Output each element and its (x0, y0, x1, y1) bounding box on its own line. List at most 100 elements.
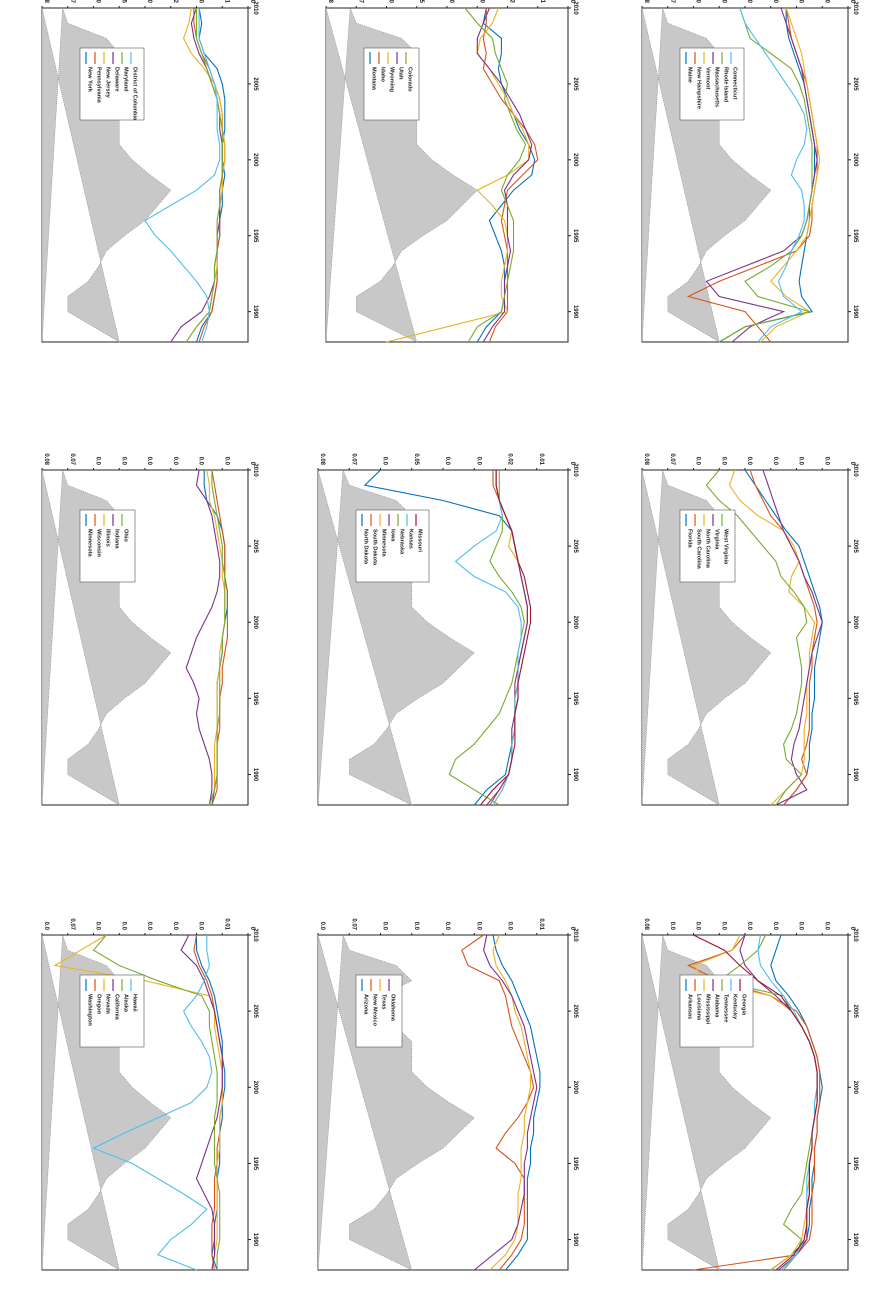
x-tick-label: 2005 (852, 539, 858, 553)
y-tick-label: 0.0 (198, 0, 204, 4)
x-tick-label: 1990 (572, 305, 578, 319)
y-tick-label: 0.0 (120, 922, 126, 931)
x-tick-label: 1995 (252, 1157, 258, 1171)
x-tick-label: 2000 (852, 153, 858, 167)
y-tick-label: 0.0 (413, 922, 419, 931)
y-tick-label: 0.0 (478, 0, 484, 4)
legend: Arizona New Mexico Texas Oklahoma (356, 975, 402, 1047)
legend-label: Illinois (105, 529, 111, 547)
y-tick-label: 0.0 (43, 922, 49, 931)
x-tick-label: 1995 (572, 229, 578, 243)
legend-label: Minnesota (381, 529, 387, 558)
legend-label: Nevada (105, 994, 111, 1015)
x-tick-label: 2005 (852, 1004, 858, 1018)
x-tick-label: 1990 (852, 305, 858, 319)
x-tick-label: 1995 (852, 229, 858, 243)
legend-label: New Mexico (372, 994, 378, 1027)
y-tick-label: 0.0 (475, 922, 481, 931)
x-tick-label: 2000 (572, 616, 578, 630)
x-tick-label: 1995 (252, 692, 258, 706)
y-tick-label: 0.0 (823, 0, 829, 4)
y-tick-label: 0.0 (223, 457, 229, 466)
legend-label: Tennessee (723, 994, 729, 1023)
x-tick-label: 2010 (252, 1, 258, 15)
y-tick-label: 0.0 (146, 457, 152, 466)
legend-label: Louisiana (696, 994, 702, 1021)
legend: Washington Oregon Nevada California Alaska Ha… (80, 975, 144, 1047)
y-tick-label: 0.0 (388, 0, 394, 4)
chart-panel: 00.010.020.00.00.050.00.070.081990199520… (318, 453, 578, 805)
legend-label: Vermont (705, 67, 711, 90)
x-tick-label: 2010 (252, 463, 258, 477)
y-tick-label: 0.0 (95, 457, 101, 466)
legend-label: Oregon (96, 994, 102, 1014)
legend-label: Pennsylvania (96, 67, 102, 104)
legend: Minnesota Wisconsin Illinois Indiana Ohio (80, 510, 135, 582)
chart-panel: 0 0.0 0.0 0.0 0.0 0.0 0.0 0.07 0.08 1990 1995 2000 2… (642, 453, 858, 805)
legend-label: District of Columbia (132, 67, 138, 121)
x-tick-label: 1990 (252, 305, 258, 319)
y-tick-label: 0.0 (746, 0, 752, 4)
y-tick-label: 0.0 (746, 457, 752, 466)
legend-label: Georgia (741, 994, 747, 1016)
chart-panel: 0 0.01 0.0 0.0 0.0 0.0 0.0 0.07 0.0 1990 1995 2000 2… (42, 918, 258, 1270)
x-tick-label: 1995 (852, 692, 858, 706)
x-tick-label: 2005 (572, 539, 578, 553)
y-tick-label: 0.0 (695, 0, 701, 4)
y-tick-label: 0.07 (350, 453, 356, 465)
y-tick-label: 0.0 (823, 922, 829, 931)
chart-panel: 0 0.0 0.0 0.0 0.0 0.0 0.0 0.07 0.08 1990 1995 2000 2… (42, 453, 258, 805)
legend-label: Indiana (114, 529, 120, 549)
y-tick-label: 0.08 (643, 453, 649, 465)
y-tick-label: 0.0 (382, 922, 388, 931)
y-tick-label: 0.05 (418, 0, 424, 4)
legend-label: Utah (398, 67, 404, 80)
y-tick-label: 0.0 (772, 922, 778, 931)
y-tick-label: 0.0 (172, 922, 178, 931)
legend: Montana Idaho Wyoming Utah Colorado (364, 48, 419, 120)
x-tick-label: 2010 (852, 928, 858, 942)
legend-label: Arizona (363, 994, 369, 1015)
y-tick-label: 0.08 (43, 0, 49, 4)
y-tick-label: 0.07 (350, 918, 356, 930)
legend-label: New Jersey (105, 67, 111, 99)
legend-label: Rhode Island (723, 67, 729, 103)
legend-label: Massachusetts (714, 67, 720, 107)
legend-label: Alaska (123, 994, 129, 1013)
y-tick-label: 0.0 (720, 0, 726, 4)
y-tick-label: 0.07 (357, 0, 363, 4)
y-tick-label: 0.01 (538, 918, 544, 930)
x-tick-label: 1990 (852, 1233, 858, 1247)
legend: Maine New Hampshire Vermont Massachusetts Rh… (680, 48, 744, 120)
legend-label: South Dakota (372, 529, 378, 566)
x-tick-label: 1990 (572, 768, 578, 782)
y-tick-label: 0.08 (643, 918, 649, 930)
y-tick-label: 0.0 (319, 922, 325, 931)
legend-label: North Dakota (363, 529, 369, 565)
x-tick-label: 2010 (252, 928, 258, 942)
legend-label: Minnesota (87, 529, 93, 558)
legend-label: New York (87, 67, 93, 93)
legend-label: Virginia (714, 529, 720, 550)
y-tick-label: 0.07 (669, 453, 675, 465)
x-tick-label: 2000 (852, 616, 858, 630)
x-tick-label: 2010 (572, 1, 578, 15)
y-tick-label: 0.08 (319, 453, 325, 465)
legend: New York Pennsylvania New Jersey Delaware Ma… (80, 48, 144, 121)
y-tick-label: 0.01 (539, 0, 545, 4)
x-tick-label: 2005 (252, 77, 258, 91)
y-tick-label: 0.0 (444, 457, 450, 466)
legend-label: Montana (371, 67, 377, 91)
y-tick-label: 0.08 (643, 0, 649, 4)
legend-label: South Carolina (696, 529, 702, 570)
legend-label: West Virginia (723, 529, 729, 565)
y-tick-label: 0.0 (198, 457, 204, 466)
x-tick-label: 2005 (252, 1004, 258, 1018)
y-tick-label: 0.07 (669, 0, 675, 4)
y-tick-label: 0.05 (413, 453, 419, 465)
x-tick-label: 2000 (252, 1081, 258, 1095)
x-tick-label: 1995 (572, 1157, 578, 1171)
x-tick-label: 2010 (852, 1, 858, 15)
y-tick-label: 0.0 (669, 922, 675, 931)
